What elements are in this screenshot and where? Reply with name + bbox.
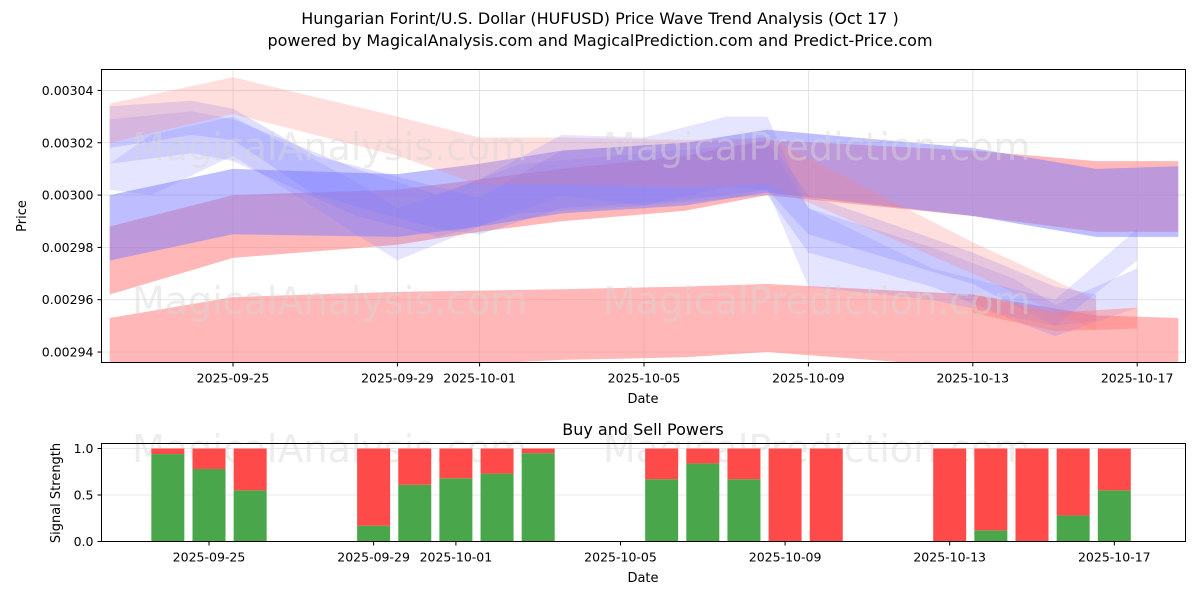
sell-bar — [357, 448, 391, 526]
buy-sell-bars — [151, 448, 1131, 542]
bar-x-tick-label: 2025-10-17 — [1078, 550, 1151, 565]
red-low-band — [109, 284, 1179, 363]
main-axes: 2025-09-25 2025-09-29 2025-10-01 2025-10-05… — [42, 83, 1174, 386]
bar-x-axis-label: Date — [627, 571, 658, 586]
bar-plot-frame — [101, 443, 1186, 542]
buy-bar — [233, 490, 267, 542]
buy-bar — [686, 463, 720, 542]
bar-x-tick-label: 2025-09-25 — [173, 550, 246, 565]
bar-chart-title: Buy and Sell Powers — [562, 420, 724, 439]
buy-bar — [1097, 490, 1131, 542]
main-x-tick-label: 2025-10-09 — [772, 371, 845, 386]
buy-bar — [192, 468, 226, 542]
sell-bar — [233, 448, 267, 491]
main-x-tick-label: 2025-10-13 — [936, 371, 1009, 386]
buy-bar — [727, 479, 761, 542]
sell-bar — [768, 448, 802, 542]
main-y-tick-label: 0.00298 — [42, 240, 94, 255]
bar-x-tick-label: 2025-09-29 — [337, 550, 410, 565]
sell-bar — [521, 448, 555, 454]
watermark-analysis-bottom: MagicalAnalysis.com — [132, 279, 527, 323]
bar-x-tick-label: 2025-10-05 — [584, 550, 657, 565]
watermark-prediction-bottom: MagicalPrediction.com — [603, 279, 1031, 323]
bar-y-tick-label: 1.0 — [74, 441, 94, 456]
sell-bar — [1097, 448, 1131, 491]
sell-bar — [686, 448, 720, 464]
chart-subtitle: powered by MagicalAnalysis.com and Magic… — [267, 31, 933, 50]
blue-wave-spike — [109, 116, 1138, 326]
buy-bar — [151, 454, 185, 542]
blue-main-band — [109, 129, 1179, 261]
main-x-axis-label: Date — [627, 392, 658, 407]
main-y-tick-label: 0.00304 — [42, 83, 94, 98]
bar-y-tick-label: 0.5 — [74, 488, 94, 503]
buy-bar — [974, 530, 1008, 542]
chart-title: Hungarian Forint/U.S. Dollar (HUFUSD) Pr… — [301, 9, 899, 28]
watermark-analysis-top: MagicalAnalysis.com — [132, 125, 527, 169]
main-x-tick-label: 2025-10-05 — [608, 371, 681, 386]
sell-bar — [1015, 448, 1049, 542]
sell-bar — [727, 448, 761, 480]
red-wave-top — [109, 77, 1097, 332]
buy-bar — [1056, 515, 1090, 542]
bar-x-tick-label: 2025-10-01 — [420, 550, 493, 565]
sell-bar — [933, 448, 967, 542]
main-y-tick-label: 0.00302 — [42, 135, 94, 150]
sell-bar — [192, 448, 226, 469]
sell-bar — [439, 448, 473, 479]
buy-bar — [357, 525, 391, 542]
red-wave-low-tail — [972, 294, 1138, 332]
sell-bar — [151, 448, 185, 455]
sell-bar — [974, 448, 1008, 531]
sell-bar — [1056, 448, 1090, 516]
main-y-tick-label: 0.00300 — [42, 188, 94, 203]
sell-bar — [398, 448, 432, 485]
purple-wave-1 — [109, 100, 1097, 326]
buy-bar — [521, 453, 555, 542]
bar-axes: 0.0 0.5 1.0 2025-09-25 2025-09-29 2025-10-01 2… — [74, 441, 1151, 565]
watermark-prediction-top: MagicalPrediction.com — [603, 125, 1031, 169]
sell-bar — [645, 448, 679, 480]
main-y-axis-label: Price — [15, 200, 30, 232]
main-x-tick-label: 2025-09-25 — [197, 371, 270, 386]
buy-bar — [645, 479, 679, 542]
main-x-tick-label: 2025-10-17 — [1101, 371, 1174, 386]
sell-bar — [480, 448, 514, 474]
main-x-tick-label: 2025-09-29 — [361, 371, 434, 386]
buy-bar — [480, 473, 514, 542]
main-x-tick-label: 2025-10-01 — [443, 371, 516, 386]
bar-y-axis-label: Signal Strength — [49, 443, 64, 543]
buy-bar — [398, 484, 432, 542]
main-y-tick-label: 0.00296 — [42, 292, 94, 307]
purple-wave-2 — [109, 111, 1138, 337]
sell-bar — [809, 448, 843, 542]
bar-x-tick-label: 2025-10-13 — [913, 550, 986, 565]
bar-x-tick-label: 2025-10-09 — [749, 550, 822, 565]
buy-bar — [439, 478, 473, 542]
main-y-tick-label: 0.00294 — [42, 345, 94, 360]
price-bands — [109, 77, 1179, 363]
bar-y-tick-label: 0.0 — [74, 534, 94, 549]
